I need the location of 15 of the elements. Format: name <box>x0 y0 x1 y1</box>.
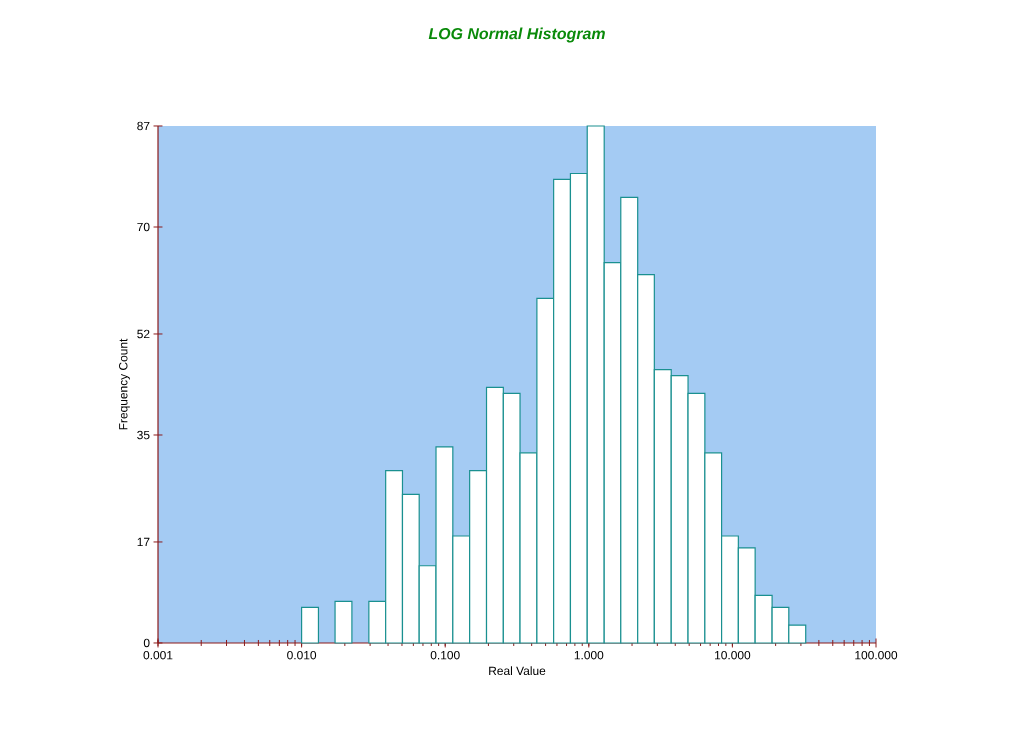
y-tick-label: 17 <box>137 537 150 547</box>
x-tick-label: 0.001 <box>143 650 173 660</box>
y-tick-label: 0 <box>143 638 150 648</box>
y-tick-label: 70 <box>137 222 150 232</box>
x-tick-label: 0.100 <box>430 650 460 660</box>
x-tick-label: 0.010 <box>287 650 317 660</box>
x-tick-label: 100.000 <box>855 650 898 660</box>
y-tick-label: 52 <box>137 329 150 339</box>
x-axis-title: Real Value <box>489 666 546 676</box>
y-tick-label: 87 <box>137 121 150 131</box>
chart-title: LOG Normal Histogram <box>428 27 605 43</box>
x-tick-label: 1.000 <box>574 650 604 660</box>
y-tick-label: 35 <box>137 430 150 440</box>
y-axis-title: Frequency Count <box>119 338 130 430</box>
x-tick-label: 10.000 <box>715 650 751 660</box>
